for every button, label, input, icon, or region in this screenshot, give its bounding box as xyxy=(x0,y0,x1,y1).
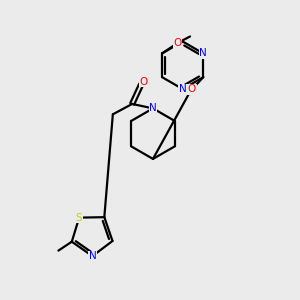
Text: S: S xyxy=(76,213,83,223)
Text: N: N xyxy=(88,251,96,261)
Text: N: N xyxy=(179,84,187,94)
Text: O: O xyxy=(188,84,196,94)
Text: O: O xyxy=(139,76,148,87)
Text: N: N xyxy=(200,48,207,59)
Text: N: N xyxy=(149,103,157,113)
Text: O: O xyxy=(173,38,182,48)
